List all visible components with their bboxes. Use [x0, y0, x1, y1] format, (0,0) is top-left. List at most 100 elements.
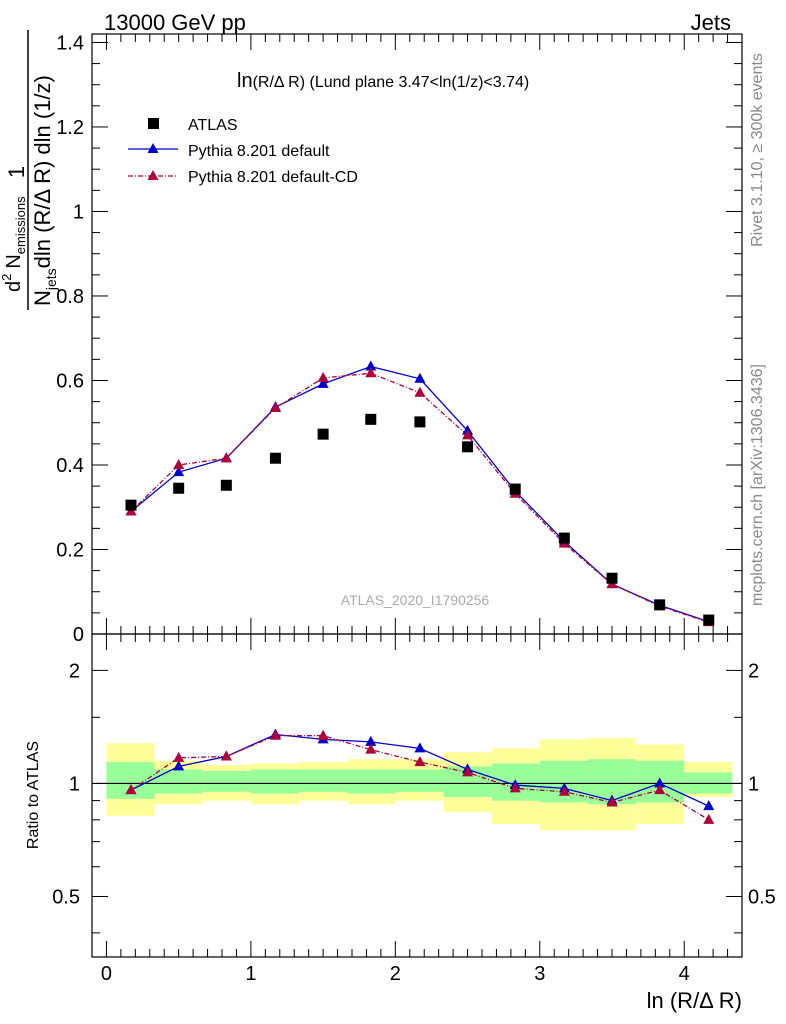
- ratio-y-tick-label: 1: [69, 773, 80, 795]
- default-cd-point: [173, 458, 185, 469]
- annotation-ln: ln: [237, 70, 253, 92]
- mcplots-label: mcplots.cern.ch [arXiv:1306.3436]: [749, 364, 766, 606]
- atlas-point: [703, 614, 715, 626]
- default-cd-point: [317, 371, 329, 382]
- atlas-point: [414, 416, 426, 428]
- main-y-tick-label: 1.4: [56, 32, 84, 54]
- legend-label-default: Pythia 8.201 default: [188, 143, 330, 160]
- legend-label-atlas: ATLAS: [188, 117, 238, 134]
- legend-marker-default: [147, 143, 159, 153]
- ratio-plot-frame: 0 1 2 3 4 0.5 0.5 1 1 2 2: [52, 633, 776, 985]
- ratio-default-cd-point: [414, 756, 426, 767]
- legend-label-default-cd: Pythia 8.201 default-CD: [188, 169, 358, 186]
- legend-marker-default-cd: [147, 170, 159, 180]
- ratio-band-inner: [154, 769, 203, 794]
- atlas-point: [558, 532, 570, 544]
- ratio-y-tick-label: 0.5: [52, 886, 80, 908]
- ratio-default-cd-point: [558, 785, 570, 796]
- annotation-ratio: (R/Δ R): [253, 74, 305, 91]
- ratio-default-cd-point: [317, 729, 329, 740]
- x-tick-label: 1: [245, 963, 256, 985]
- ratio-default-cd-point: [125, 784, 137, 795]
- y-title-upper-n: N: [3, 254, 25, 268]
- x-tick-label: 2: [390, 963, 401, 985]
- default-point: [414, 372, 426, 383]
- y-title-njets-n: N: [30, 290, 55, 306]
- ratio-default-point: [414, 742, 426, 753]
- ratio-y-tick-label: 2: [69, 660, 80, 682]
- atlas-point: [173, 482, 185, 494]
- default-cd-point: [269, 401, 281, 412]
- atlas-point: [509, 483, 521, 495]
- legend: ATLAS Pythia 8.201 default Pythia 8.201 …: [128, 117, 358, 186]
- ratio-default-cd-point: [509, 782, 521, 793]
- ratio-y-tick-label-right: 1: [748, 773, 759, 795]
- ratio-default-point: [654, 777, 666, 788]
- atlas-point: [365, 413, 377, 425]
- ratio-default-point: [173, 760, 185, 771]
- analysis-watermark: ATLAS_2020_I1790256: [341, 592, 490, 608]
- y-title-upper-exp: 2: [0, 274, 14, 281]
- annotation-region: (Lund plane 3.47<ln(1/z)<3.74): [305, 74, 529, 91]
- default-point: [317, 377, 329, 388]
- atlas-point: [462, 441, 474, 453]
- ratio-band-inner: [539, 760, 588, 803]
- y-title-upper-d: d: [3, 281, 25, 292]
- ratio-default-cd-point: [220, 750, 232, 761]
- main-y-tick-label: 1.2: [56, 117, 84, 139]
- ratio-y-tick-label-right: 2: [748, 660, 759, 682]
- y-title-denominator: Njetsdln (R/Δ R) dln (1/z): [30, 75, 59, 306]
- ratio-default-cd-point: [703, 813, 715, 824]
- ratio-band-inner: [347, 769, 396, 794]
- ratio-default-cd-point: [269, 729, 281, 740]
- rivet-label: Rivet 3.1.10, ≥ 300k events: [749, 53, 766, 247]
- main-y-tick-label: 1: [73, 201, 84, 223]
- x-tick-label: 0: [101, 963, 112, 985]
- ratio-band-inner: [298, 769, 348, 792]
- main-plot-series: [125, 360, 715, 627]
- ratio-default-point: [365, 735, 377, 746]
- x-tick-label: 4: [679, 963, 690, 985]
- default-cd-point: [462, 429, 474, 440]
- default-cd-point: [220, 452, 232, 463]
- ratio-default-cd-point: [654, 784, 666, 795]
- legend-marker-atlas: [148, 118, 159, 129]
- atlas-point: [654, 599, 666, 611]
- x-tick-label: 3: [534, 963, 545, 985]
- default-cd-line: [130, 372, 709, 623]
- default-cd-point: [365, 367, 377, 378]
- y-title-upper-sub: emissions: [13, 196, 28, 254]
- main-y-tick-label: 0: [73, 624, 84, 646]
- main-plot-frame: 0 0.2 0.4 0.6 0.8 1 1.2 1.4: [56, 32, 743, 646]
- atlas-point: [269, 452, 281, 464]
- main-y-tick-label: 0.8: [56, 286, 84, 308]
- header-jets: Jets: [691, 10, 731, 35]
- main-y-tick-label: 0.6: [56, 370, 84, 392]
- plot-annotation: ln(R/Δ R) (Lund plane 3.47<ln(1/z)<3.74): [237, 70, 529, 92]
- ratio-y-label: Ratio to ATLAS: [25, 741, 42, 849]
- ratio-axes-box: [91, 633, 743, 958]
- default-point: [365, 360, 377, 371]
- ratio-band-inner: [395, 769, 444, 792]
- ratio-default-cd-point: [462, 766, 474, 777]
- ratio-band-inner: [250, 769, 299, 794]
- atlas-point: [317, 428, 329, 440]
- ratio-default-cd-point: [606, 796, 618, 807]
- y-axis-title: 1 Njetsdln (R/Δ R) dln (1/z) d2 Nemission…: [0, 30, 59, 310]
- ratio-default-cd-point: [365, 743, 377, 754]
- atlas-point: [125, 499, 137, 511]
- default-point: [173, 466, 185, 477]
- y-title-njets-sub: jets: [43, 268, 59, 291]
- ratio-default-point: [703, 800, 715, 811]
- ratio-band-inner: [202, 770, 251, 792]
- ratio-default-cd-point: [173, 751, 185, 762]
- main-y-tick-label: 0.4: [56, 455, 84, 477]
- atlas-point: [606, 572, 618, 584]
- default-line: [130, 365, 709, 623]
- ratio-y-tick-label-right: 0.5: [748, 886, 776, 908]
- y-title-upper: d2 Nemissions: [0, 196, 28, 292]
- y-title-denominator-rest: dln (R/Δ R) dln (1/z): [30, 75, 55, 268]
- main-y-tick-label: 0.2: [56, 539, 84, 561]
- header-energy: 13000 GeV pp: [104, 10, 246, 35]
